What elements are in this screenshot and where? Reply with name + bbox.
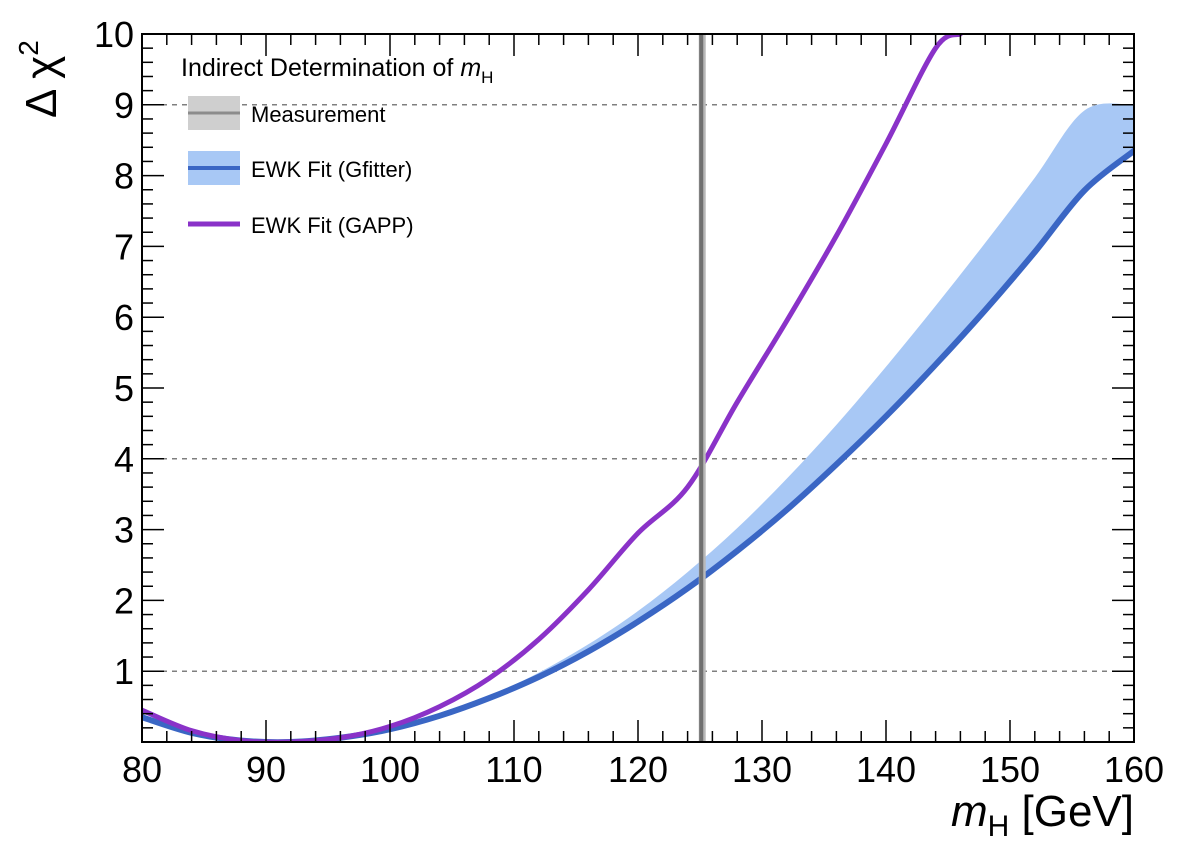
- gfitter-line: [142, 147, 1134, 742]
- y-axis-symbol: Δ χ: [17, 56, 66, 118]
- legend-label-measurement: Measurement: [251, 102, 386, 127]
- y-tick-label-4: 4: [114, 439, 134, 480]
- x-tick-label-140: 140: [856, 749, 916, 790]
- legend-title-symbol: m: [460, 54, 481, 82]
- series-layer: [142, 34, 1134, 742]
- y-tick-label-8: 8: [114, 156, 134, 197]
- y-tick-label-2: 2: [114, 580, 134, 621]
- x-axis-title: mH [GeV]: [951, 787, 1134, 843]
- reference-lines: [142, 104, 1134, 672]
- y-axis-title: Δ χ2: [13, 40, 66, 118]
- plot-frame: [141, 33, 1135, 743]
- gfitter-uncertainty-band: [142, 103, 1134, 742]
- x-tick-label-150: 150: [980, 749, 1040, 790]
- axis-tick-labels: 80 90 100 110 120 130 140 150 160 1 2 3 4 5 6 7 8 9 10: [94, 14, 1164, 790]
- x-axis-subscript: H: [988, 810, 1010, 843]
- x-tick-label-80: 80: [122, 749, 162, 790]
- x-tick-label-130: 130: [732, 749, 792, 790]
- x-tick-label-90: 90: [246, 749, 286, 790]
- x-axis-symbol: m: [951, 787, 988, 836]
- y-axis-superscript: 2: [13, 40, 44, 56]
- legend-entry-gapp: EWK Fit (GAPP): [188, 213, 414, 238]
- x-axis-unit-text: [GeV]: [1022, 787, 1135, 836]
- legend-title-text: Indirect Determination of: [181, 54, 453, 82]
- y-tick-label-9: 9: [114, 85, 134, 126]
- x-tick-label-120: 120: [608, 749, 668, 790]
- y-tick-label-5: 5: [114, 368, 134, 409]
- axis-ticks: [141, 33, 1135, 743]
- x-tick-label-100: 100: [360, 749, 420, 790]
- legend-label-gfitter: EWK Fit (Gfitter): [251, 157, 412, 182]
- legend: Indirect Determination of mH Measurement…: [181, 54, 493, 238]
- legend-entry-gfitter: EWK Fit (Gfitter): [188, 151, 412, 185]
- x-tick-label-160: 160: [1104, 749, 1164, 790]
- y-tick-label-3: 3: [114, 510, 134, 551]
- legend-title: Indirect Determination of mH: [181, 54, 493, 87]
- legend-title-subscript: H: [481, 68, 493, 87]
- legend-entry-measurement: Measurement: [188, 96, 386, 130]
- x-axis-unit: [1009, 787, 1021, 836]
- x-tick-label-110: 110: [485, 749, 542, 790]
- y-tick-label-10: 10: [94, 14, 134, 55]
- y-tick-label-6: 6: [114, 297, 134, 338]
- legend-label-gapp: EWK Fit (GAPP): [251, 213, 414, 238]
- gapp-line: [142, 34, 963, 742]
- y-tick-label-7: 7: [114, 226, 134, 267]
- y-tick-label-1: 1: [114, 651, 134, 692]
